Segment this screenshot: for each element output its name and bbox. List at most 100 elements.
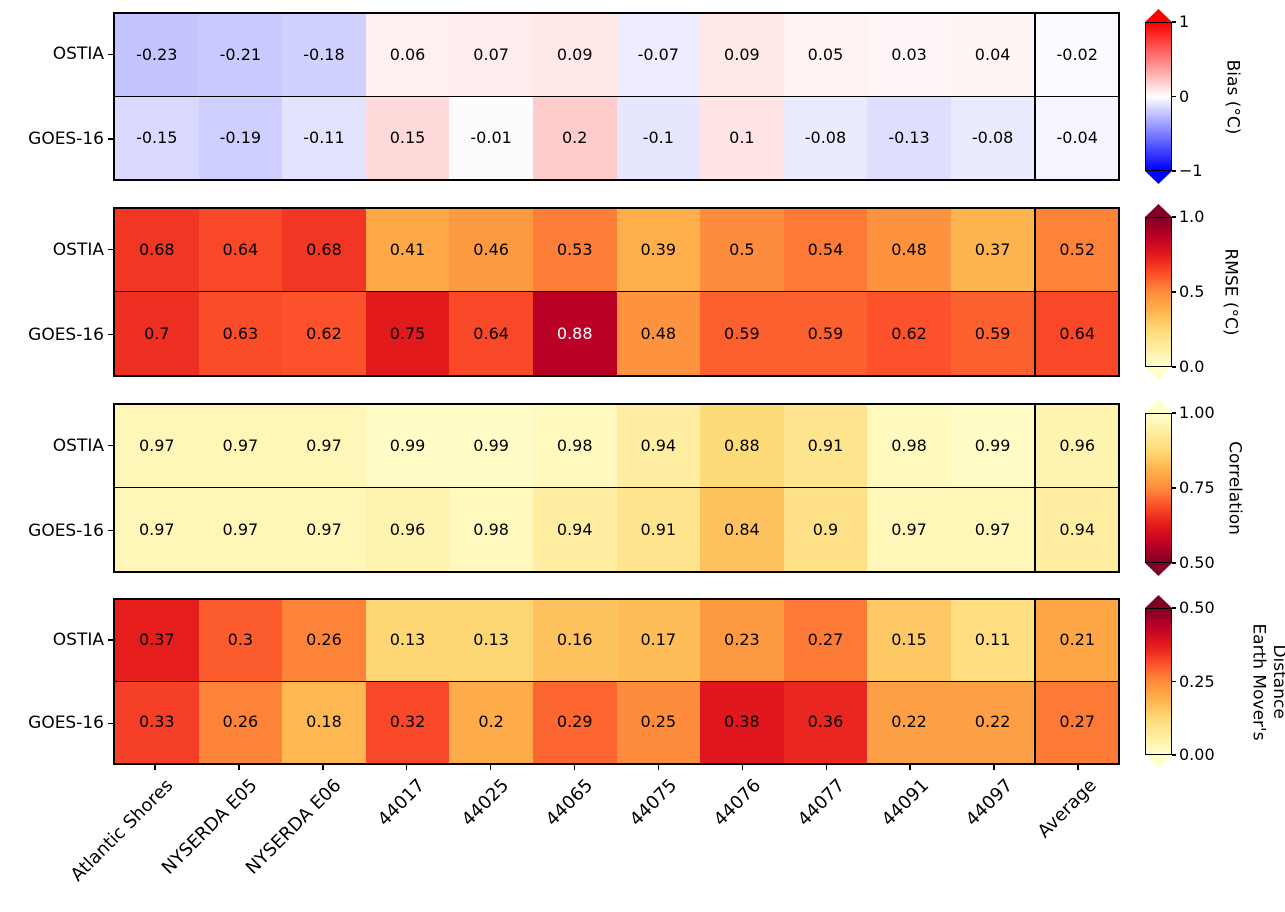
- heatmap-cell: 0.22: [867, 681, 951, 763]
- x-tick: [489, 765, 492, 770]
- heatmap-cell: 0.59: [700, 292, 784, 375]
- heatmap-cell: 0.11: [950, 600, 1035, 682]
- heatmap-cell: 0.98: [867, 405, 951, 488]
- colorbar-label-emd: Earth Mover's Distance: [1248, 622, 1285, 741]
- y-tick: [108, 138, 113, 140]
- heatmap-cell: 0.29: [532, 681, 617, 763]
- heatmap-cell: 0.97: [950, 488, 1035, 571]
- heatmap-cell: 0.1: [700, 96, 784, 179]
- heatmap-cell: 0.48: [867, 209, 951, 292]
- heatmap-cell: 0.22: [950, 681, 1035, 763]
- heatmap-cell: 0.97: [282, 488, 366, 571]
- x-label-44075: 44075: [625, 775, 682, 831]
- colorbar-tick: [1172, 366, 1176, 368]
- heatmap-cell: 0.84: [700, 488, 784, 571]
- colorbar-tick: [1172, 95, 1176, 98]
- heatmap-cell: -0.04: [1034, 96, 1118, 179]
- heatmap-cell: 0.36: [783, 681, 868, 763]
- x-label-average: Average: [1033, 775, 1101, 843]
- heatmap-cell: 0.97: [198, 405, 283, 488]
- heatmap-cell: 0.18: [282, 681, 366, 763]
- heatmap-cell: 0.94: [1034, 488, 1118, 571]
- colorbar-label-correlation: Correlation: [1224, 441, 1245, 535]
- heatmap-cell: 0.16: [532, 600, 617, 682]
- colorbar-arrow-top: [1145, 595, 1172, 608]
- heatmap-cell: -0.02: [1034, 14, 1118, 97]
- heatmap-cell: -0.21: [198, 14, 283, 97]
- heatmap-cell: 0.91: [616, 488, 701, 571]
- heatmap-cell: 0.97: [867, 488, 951, 571]
- heatmap-cell: 0.05: [783, 14, 868, 97]
- colorbar-tick-label: 0.5: [1179, 282, 1205, 301]
- heatmap-cell: 0.07: [449, 14, 533, 97]
- x-tick: [322, 765, 324, 770]
- heatmap-cell: 0.23: [700, 600, 784, 682]
- colorbar-tick-label: 0.50: [1179, 598, 1215, 617]
- y-tick: [108, 722, 113, 724]
- heatmap-cell: 0.99: [449, 405, 533, 488]
- heatmap-cell: 0.88: [532, 292, 617, 375]
- colorbar-rmse: [1145, 204, 1172, 380]
- colorbar-label-rmse: RMSE (°C): [1220, 248, 1241, 336]
- heatmap-cell: -0.15: [115, 96, 199, 179]
- heatmap-cell: 0.97: [282, 405, 366, 488]
- x-label-44097: 44097: [961, 775, 1017, 831]
- colorbar-tick-label: 0.25: [1179, 671, 1215, 691]
- colorbar-tick-label: 0.0: [1179, 357, 1205, 376]
- y-tick: [108, 639, 113, 641]
- row-label-ostia: OSTIA: [52, 629, 104, 650]
- heatmap-cell: 0.5: [700, 209, 784, 292]
- heatmap-cell: 0.39: [616, 209, 701, 292]
- heatmap-cell: -0.18: [282, 14, 366, 97]
- colorbar-gradient: [1145, 413, 1172, 563]
- heatmap-cell: 0.52: [1034, 209, 1118, 292]
- heatmap-cell: 0.37: [950, 209, 1035, 292]
- colorbar-tick-label: 0: [1179, 86, 1190, 106]
- heatmap-cell: 0.13: [449, 600, 533, 682]
- heatmap-cell: 0.53: [532, 209, 617, 292]
- heatmap-cell: 0.46: [449, 209, 533, 292]
- heatmap-cell: 0.9: [783, 488, 868, 571]
- heatmap-cell: 0.68: [282, 209, 366, 292]
- heatmap-cell: 0.37: [115, 600, 199, 682]
- heatmap-cell: 0.98: [449, 488, 533, 571]
- heatmap-cell: 0.97: [198, 488, 283, 571]
- heatmap-cell: -0.01: [449, 96, 533, 179]
- y-tick: [108, 333, 113, 336]
- row-label-goes-16: GOES-16: [28, 128, 104, 149]
- heatmap-cell: 0.04: [950, 14, 1035, 97]
- heatmap-cell: 0.33: [115, 681, 199, 763]
- heatmap-cell: 0.64: [449, 292, 533, 375]
- colorbar-tick-label: 1.0: [1179, 207, 1205, 226]
- heatmap-cell: 0.59: [783, 292, 868, 375]
- heatmap-cell: 0.15: [867, 600, 951, 682]
- colorbar-tick: [1172, 680, 1176, 683]
- colorbar-gradient: [1145, 217, 1172, 367]
- x-tick: [825, 765, 828, 770]
- heatmap-cell: -0.08: [950, 96, 1035, 179]
- heatmap-bias: -0.23 -0.21 -0.18 0.06 0.07 0.09 -0.07 0.09 0.05…: [113, 12, 1120, 181]
- heatmap-cell: 0.62: [282, 292, 366, 375]
- heatmap-cell: 0.7: [115, 292, 199, 375]
- colorbar-tick-label: 1: [1179, 12, 1190, 31]
- heatmap-cell: 0.27: [783, 600, 868, 682]
- heatmap-cell: 0.48: [616, 292, 701, 375]
- heatmap-cell: 0.54: [783, 209, 868, 292]
- heatmap-cell: 0.63: [198, 292, 283, 375]
- heatmap-cell: 0.99: [365, 405, 450, 488]
- x-tick: [741, 765, 744, 770]
- heatmap-cell: 0.15: [365, 96, 450, 179]
- x-tick: [1077, 765, 1079, 770]
- colorbar-gradient: [1145, 22, 1172, 171]
- heatmap-correlation: 0.97 0.97 0.97 0.99 0.99 0.98 0.94 0.88 0.91 0.98…: [113, 403, 1120, 573]
- heatmap-cell: 0.96: [1034, 405, 1118, 488]
- row-label-ostia: OSTIA: [52, 435, 104, 456]
- x-tick: [909, 765, 911, 770]
- heatmap-cell: 0.98: [532, 405, 617, 488]
- heatmap-cell: 0.91: [783, 405, 868, 488]
- row-label-ostia: OSTIA: [52, 44, 104, 65]
- heatmap-cell: 0.68: [115, 209, 199, 292]
- colorbar-tick-label: −1: [1179, 161, 1203, 180]
- colorbar-tick: [1172, 487, 1176, 489]
- heatmap-cell: 0.75: [365, 292, 450, 375]
